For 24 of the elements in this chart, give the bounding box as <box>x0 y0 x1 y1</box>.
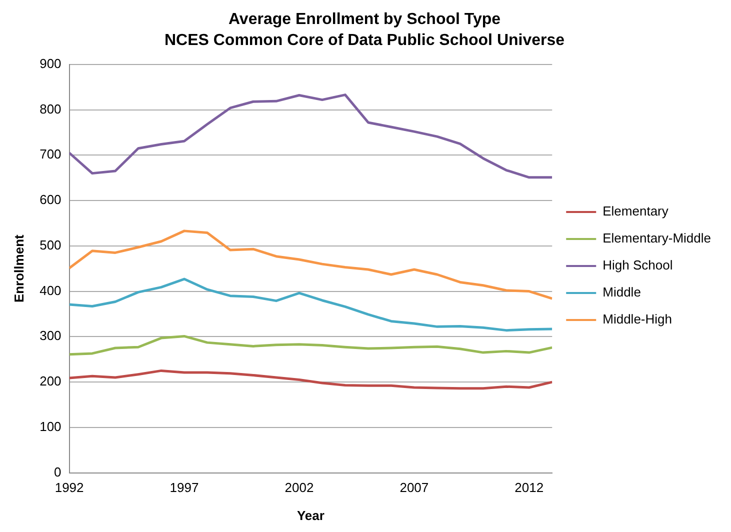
legend-label: Elementary <box>602 204 669 219</box>
x-tick-label: 2007 <box>400 480 429 496</box>
y-tick-label: 700 <box>40 146 62 162</box>
chart-title: Average Enrollment by School Type <box>228 11 501 28</box>
x-axis-title: Year <box>296 508 324 523</box>
y-tick-label: 400 <box>40 282 62 298</box>
x-tick-label: 1997 <box>170 480 199 496</box>
y-tick-label: 500 <box>40 237 62 252</box>
x-tick-label: 1992 <box>54 480 84 496</box>
y-tick-label: 900 <box>40 56 62 71</box>
legend-label: Middle <box>602 284 641 300</box>
y-tick-label: 0 <box>54 464 62 480</box>
legend-label: High School <box>602 258 673 273</box>
y-tick-label: 200 <box>40 374 62 389</box>
y-tick-label: 600 <box>40 192 62 208</box>
x-tick-label: 2002 <box>284 480 314 496</box>
x-tick-label: 2012 <box>514 480 544 496</box>
y-tick-label: 100 <box>40 419 62 434</box>
y-axis-title: Enrollment <box>11 234 26 303</box>
legend-label: Elementary-Middle <box>602 230 711 246</box>
chart-subtitle: NCES Common Core of Data Public School Universe <box>164 32 565 50</box>
y-tick-label: 300 <box>40 328 62 344</box>
legend-label: Middle-High <box>602 312 672 327</box>
y-tick-label: 800 <box>40 101 62 116</box>
